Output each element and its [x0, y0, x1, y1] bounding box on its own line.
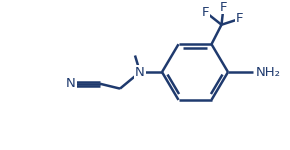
- Text: F: F: [220, 1, 227, 14]
- Text: NH₂: NH₂: [256, 66, 281, 79]
- Text: F: F: [202, 6, 209, 19]
- Text: F: F: [236, 12, 243, 25]
- Text: N: N: [66, 77, 76, 90]
- Text: N: N: [135, 66, 145, 79]
